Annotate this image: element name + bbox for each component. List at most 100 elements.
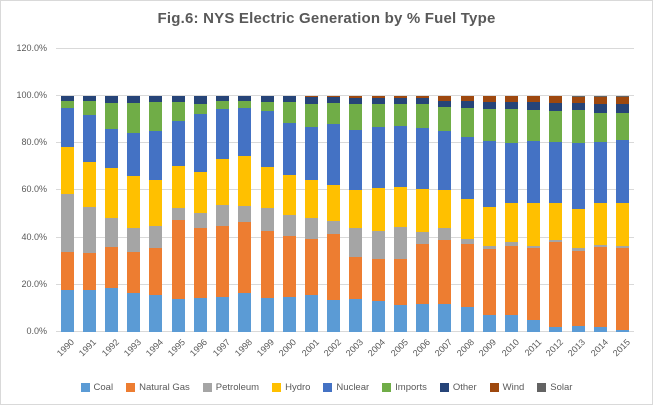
- x-axis-label: 1996: [188, 337, 210, 359]
- x-axis-label: 1994: [143, 337, 166, 359]
- y-axis-tick-label: 120.0%: [16, 42, 47, 53]
- bar-segment-wind: [616, 97, 630, 105]
- bar-segment-imports: [527, 110, 541, 141]
- bar-2008: [460, 96, 474, 332]
- bar-segment-solar: [593, 96, 607, 98]
- bar-segment-wind: [349, 96, 363, 99]
- legend-swatch-icon: [439, 383, 449, 392]
- bar-segment-nuclear: [282, 123, 296, 176]
- bar-segment-other: [171, 96, 185, 102]
- bar-segment-other: [371, 98, 385, 105]
- bar-segment-other: [193, 96, 207, 105]
- bar-segment-imports: [60, 100, 74, 108]
- bar-segment-hydro: [616, 203, 630, 246]
- bar-segment-nuclear: [549, 142, 563, 204]
- bar-segment-natural-gas: [282, 236, 296, 297]
- legend-item-solar: Solar: [537, 382, 572, 393]
- bar-segment-coal: [438, 303, 452, 332]
- bar-segment-nuclear: [216, 109, 230, 159]
- bar-segment-natural-gas: [371, 258, 385, 302]
- bar-segment-hydro: [193, 171, 207, 213]
- x-axis-label: 1997: [210, 337, 232, 359]
- bar-2005: [393, 96, 407, 332]
- bar-segment-petroleum: [593, 244, 607, 248]
- bar-segment-other: [593, 104, 607, 113]
- bar-segment-natural-gas: [527, 248, 541, 321]
- x-axis-label: 2009: [477, 337, 499, 359]
- bar-segment-nuclear: [393, 125, 407, 187]
- bar-segment-wind: [371, 96, 385, 99]
- bar-2015: [616, 96, 630, 332]
- x-axis-label: 1999: [255, 337, 277, 359]
- x-axis-label: 2012: [544, 337, 566, 359]
- bar-segment-other: [438, 100, 452, 107]
- bar-segment-imports: [82, 100, 96, 115]
- bar-segment-other: [149, 96, 163, 102]
- bar-1993: [127, 96, 141, 332]
- bar-segment-solar: [616, 96, 630, 98]
- bar-segment-coal: [127, 293, 141, 332]
- bar-segment-natural-gas: [482, 249, 496, 316]
- bar-segment-petroleum: [105, 217, 119, 248]
- bar-2004: [371, 96, 385, 332]
- bar-segment-imports: [593, 112, 607, 143]
- legend-swatch-icon: [126, 383, 136, 392]
- bar-1998: [238, 96, 252, 332]
- bar-segment-imports: [482, 109, 496, 141]
- bar-segment-imports: [393, 104, 407, 126]
- bar-segment-hydro: [105, 168, 119, 218]
- bar-segment-imports: [193, 104, 207, 114]
- bar-segment-imports: [571, 110, 585, 144]
- bar-segment-nuclear: [438, 131, 452, 191]
- bar-segment-other: [460, 100, 474, 108]
- bar-segment-coal: [527, 320, 541, 332]
- bar-segment-nuclear: [616, 139, 630, 204]
- bar-segment-hydro: [438, 190, 452, 229]
- bar-2007: [438, 96, 452, 332]
- bar-segment-nuclear: [171, 120, 185, 166]
- bar-segment-hydro: [393, 186, 407, 227]
- bar-segment-nuclear: [371, 126, 385, 189]
- bar-segment-nuclear: [127, 132, 141, 177]
- bar-segment-hydro: [282, 175, 296, 216]
- bar-1995: [171, 96, 185, 332]
- bar-segment-petroleum: [460, 238, 474, 244]
- bar-segment-coal: [60, 289, 74, 332]
- bar-segment-coal: [282, 296, 296, 332]
- legend-swatch-icon: [323, 383, 333, 392]
- chart-title: Fig.6: NYS Electric Generation by % Fuel…: [157, 10, 496, 27]
- bar-segment-wind: [482, 96, 496, 102]
- bar-segment-nuclear: [193, 113, 207, 172]
- bar-segment-coal: [593, 327, 607, 332]
- legend-item-petroleum: Petroleum: [202, 382, 259, 393]
- x-axis-label: 2007: [432, 337, 455, 359]
- x-axis-label: 2002: [321, 337, 343, 359]
- bar-2006: [416, 96, 430, 332]
- bar-segment-imports: [260, 101, 274, 112]
- legend-swatch-icon: [489, 383, 499, 392]
- bar-segment-nuclear: [460, 137, 474, 199]
- bar-segment-nuclear: [482, 140, 496, 207]
- bar-segment-nuclear: [571, 143, 585, 210]
- bar-segment-coal: [82, 289, 96, 332]
- bar-segment-wind: [305, 96, 319, 98]
- bars-container: [56, 48, 634, 332]
- bar-segment-petroleum: [216, 204, 230, 226]
- x-axis-label: 2014: [588, 337, 610, 359]
- x-axis-label: 2010: [499, 337, 521, 359]
- bar-segment-petroleum: [438, 228, 452, 240]
- bar-segment-imports: [282, 101, 296, 124]
- bar-segment-natural-gas: [305, 238, 319, 296]
- bar-segment-natural-gas: [82, 252, 96, 290]
- bar-segment-imports: [216, 100, 230, 110]
- bar-segment-other: [504, 101, 518, 110]
- bar-segment-natural-gas: [149, 248, 163, 296]
- bar-segment-wind: [549, 96, 563, 104]
- bar-segment-wind: [527, 96, 541, 102]
- bar-segment-petroleum: [327, 221, 341, 235]
- legend-item-imports: Imports: [382, 382, 427, 393]
- bar-segment-hydro: [327, 184, 341, 222]
- bar-segment-coal: [327, 300, 341, 332]
- bar-segment-imports: [616, 112, 630, 140]
- bar-segment-petroleum: [282, 215, 296, 237]
